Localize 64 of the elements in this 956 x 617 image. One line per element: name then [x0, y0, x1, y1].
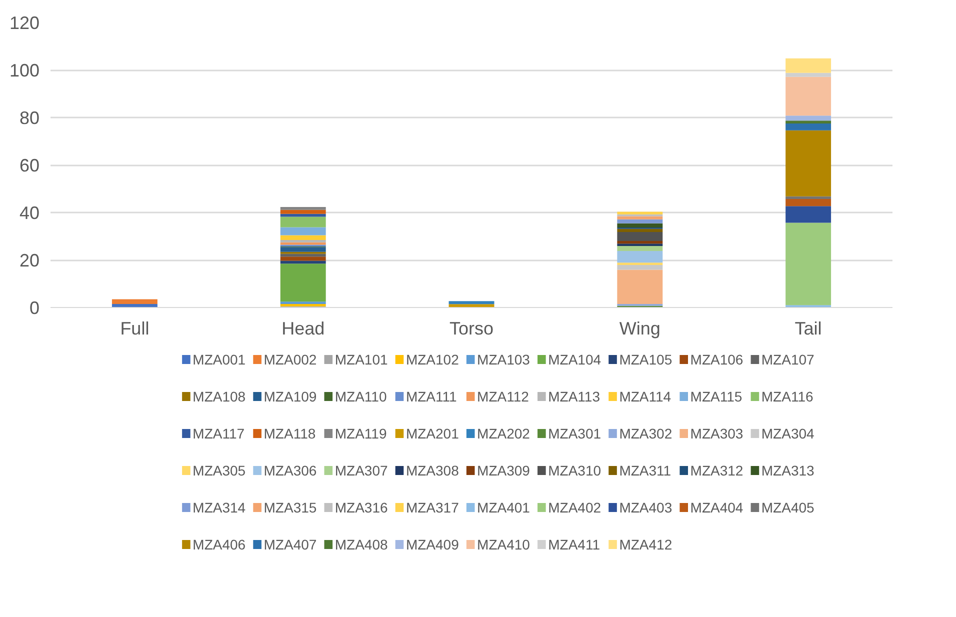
legend-label: MZA411: [548, 536, 600, 552]
legend-label: MZA302: [619, 426, 672, 442]
legend-label: MZA312: [690, 462, 744, 478]
legend-label: MZA317: [406, 500, 460, 516]
y-tick-label: 0: [29, 298, 40, 318]
legend-label: MZA409: [406, 536, 460, 552]
y-tick-label: 120: [9, 13, 40, 33]
legend-label: MZA407: [264, 536, 317, 552]
legend-label: MZA111: [406, 388, 457, 404]
legend-label: MZA309: [477, 462, 530, 478]
legend-label: MZA002: [264, 352, 317, 368]
legend-label: MZA105: [619, 352, 672, 368]
legend-label: MZA116: [761, 388, 814, 404]
legend-label: MZA406: [192, 536, 246, 552]
legend-label: MZA308: [406, 462, 460, 478]
legend-label: MZA313: [761, 462, 815, 478]
legend-label: MZA109: [264, 388, 317, 404]
y-tick-label: 100: [9, 60, 40, 80]
y-tick-label: 40: [19, 203, 40, 223]
legend-label: MZA301: [548, 426, 602, 442]
legend-label: MZA108: [192, 388, 246, 404]
y-tick-label: 60: [19, 156, 40, 176]
x-tick-label: Tail: [794, 318, 822, 338]
legend-label: MZA315: [264, 500, 317, 516]
legend-label: MZA107: [761, 352, 815, 368]
legend-label: MZA306: [264, 462, 317, 478]
legend-label: MZA106: [690, 352, 744, 368]
legend-label: MZA412: [619, 536, 672, 552]
legend-label: MZA405: [761, 500, 815, 516]
legend-label: MZA314: [192, 500, 246, 516]
legend-label: MZA311: [619, 462, 672, 478]
legend-label: MZA117: [192, 426, 245, 442]
legend-label: MZA201: [406, 426, 460, 442]
legend-label: MZA408: [334, 536, 388, 552]
legend-label: MZA115: [690, 388, 742, 404]
legend-label: MZA310: [548, 462, 602, 478]
legend-label: MZA202: [477, 426, 530, 442]
x-tick-label: Head: [282, 318, 325, 338]
legend-label: MZA119: [334, 426, 387, 442]
legend-label: MZA303: [690, 426, 744, 442]
legend-label: MZA401: [477, 500, 530, 516]
legend-label: MZA103: [477, 352, 530, 368]
legend-label: MZA110: [334, 388, 387, 404]
x-tick-label: Full: [120, 318, 150, 338]
legend-label: MZA113: [548, 388, 600, 404]
legend-label: MZA101: [334, 352, 388, 368]
legend-label: MZA316: [334, 500, 388, 516]
legend-label: MZA104: [548, 352, 602, 368]
x-tick-label: Torso: [449, 318, 494, 338]
legend-label: MZA102: [406, 352, 460, 368]
legend-label: MZA404: [690, 500, 744, 516]
y-tick-label: 80: [19, 108, 40, 128]
x-tick-label: Wing: [619, 318, 660, 338]
legend-label: MZA001: [192, 352, 246, 368]
legend-label: MZA305: [192, 462, 246, 478]
legend-label: MZA114: [619, 388, 672, 404]
legend-label: MZA304: [761, 426, 815, 442]
y-tick-label: 20: [19, 250, 40, 270]
legend-label: MZA403: [619, 500, 672, 516]
legend-label: MZA307: [334, 462, 388, 478]
legend-label: MZA112: [477, 388, 530, 404]
legend-label: MZA410: [477, 536, 530, 552]
legend-label: MZA402: [548, 500, 602, 516]
legend-label: MZA118: [264, 426, 316, 442]
